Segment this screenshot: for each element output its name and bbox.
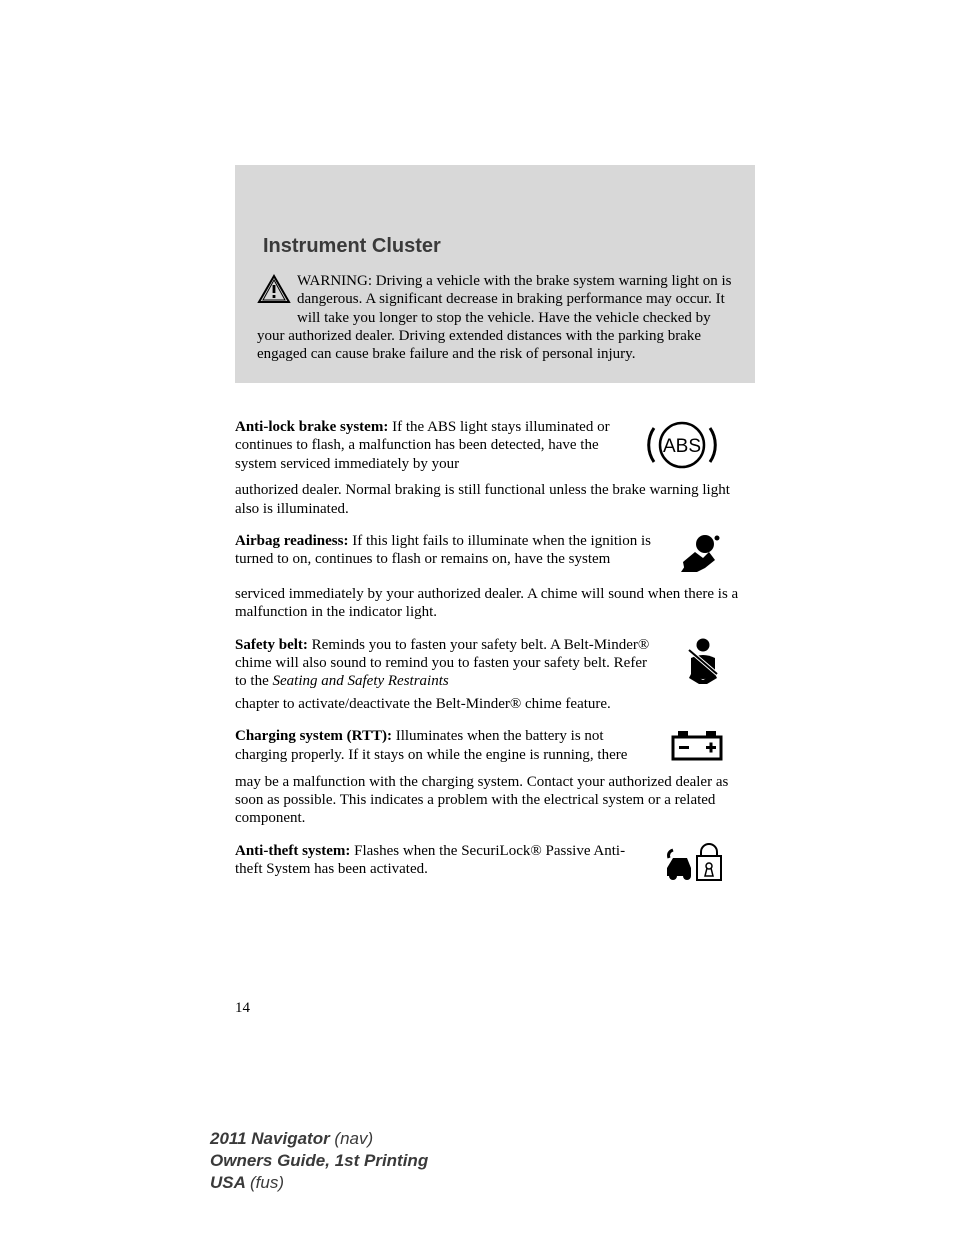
footer-region-code: (fus)	[250, 1173, 284, 1192]
section-abs: ABS Anti-lock brake system: If the ABS l…	[235, 418, 755, 518]
warning-block: WARNING: Driving a vehicle with the brak…	[235, 258, 755, 373]
footer-model: 2011 Navigator	[210, 1129, 334, 1148]
header-graybox: Instrument Cluster WARNING: Driving a ve…	[235, 165, 755, 383]
section-airbag: Airbag readiness: If this light fails to…	[235, 532, 755, 622]
airbag-icon	[675, 532, 725, 581]
footer-region: USA	[210, 1173, 250, 1192]
abs-icon: ABS	[639, 418, 725, 477]
warning-label: WARNING:	[297, 273, 372, 289]
belt-text-full: chapter to activate/deactivate the Belt-…	[235, 696, 611, 712]
section-charging: Charging system (RTT): Illuminates when …	[235, 727, 755, 827]
antitheft-heading: Anti-theft system:	[235, 843, 350, 859]
belt-heading: Safety belt:	[235, 637, 308, 653]
airbag-heading: Airbag readiness:	[235, 533, 348, 549]
abs-heading: Anti-lock brake system:	[235, 419, 388, 435]
battery-icon	[669, 727, 725, 768]
body-content: ABS Anti-lock brake system: If the ABS l…	[235, 418, 755, 893]
airbag-text-full: serviced immediately by your authorized …	[235, 586, 738, 620]
section-antitheft: Anti-theft system: Flashes when the Secu…	[235, 842, 755, 879]
charging-text-full: may be a malfunction with the charging s…	[235, 774, 728, 827]
antitheft-icon	[663, 842, 725, 889]
footer-guide: Owners Guide, 1st Printing	[210, 1150, 428, 1172]
seatbelt-icon	[681, 636, 725, 691]
warning-triangle-icon	[257, 274, 291, 309]
svg-text:ABS: ABS	[663, 436, 701, 457]
chapter-title: Instrument Cluster	[235, 165, 755, 258]
belt-ital: Seating and Safety Restraints	[273, 673, 449, 689]
charging-heading: Charging system (RTT):	[235, 728, 392, 744]
section-belt: Safety belt: Reminds you to fasten your …	[235, 636, 755, 714]
abs-text-full: authorized dealer. Normal braking is sti…	[235, 482, 730, 516]
footer-model-code: (nav)	[334, 1129, 373, 1148]
footer: 2011 Navigator (nav) Owners Guide, 1st P…	[210, 1128, 428, 1193]
page-number: 14	[235, 1000, 250, 1017]
